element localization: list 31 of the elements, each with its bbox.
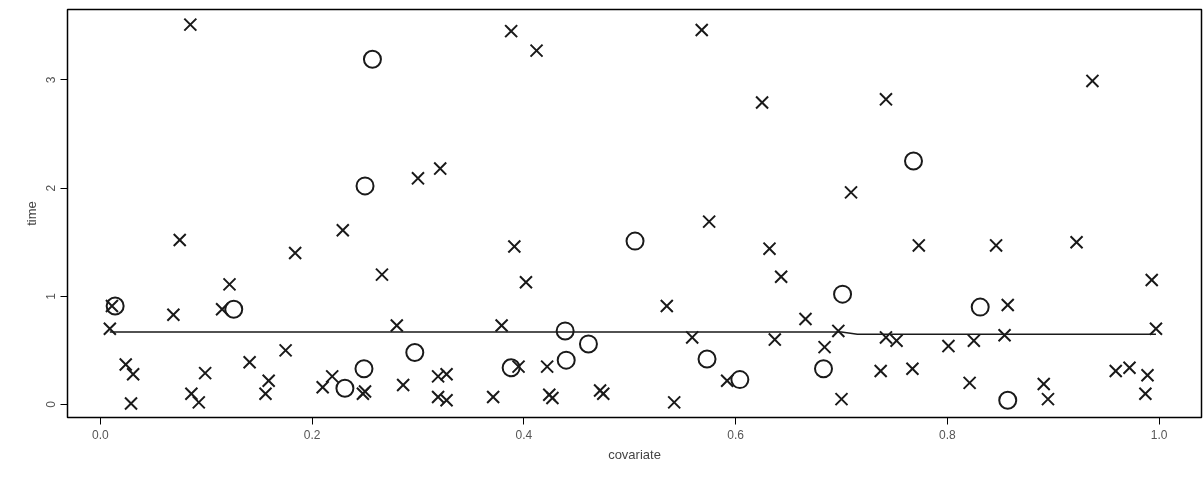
point xyxy=(730,370,750,390)
point xyxy=(625,231,645,251)
point xyxy=(998,390,1018,410)
x-tick-label: 0.0 xyxy=(91,427,109,442)
point xyxy=(335,378,355,398)
point xyxy=(904,151,923,171)
x-tick-label: 0.8 xyxy=(939,427,957,442)
x-axis-title: covariate xyxy=(608,446,661,462)
x-tick-label: 0.6 xyxy=(727,427,745,442)
point xyxy=(105,296,125,316)
y-tick-label: 1 xyxy=(44,292,59,300)
x-tick-label: 0.4 xyxy=(515,427,533,442)
x-tick-label: 0.2 xyxy=(303,427,321,442)
point xyxy=(833,284,853,304)
point xyxy=(555,321,575,341)
point xyxy=(354,359,374,379)
point xyxy=(224,299,244,319)
point xyxy=(814,359,833,379)
point xyxy=(556,350,576,370)
point xyxy=(501,358,521,378)
point xyxy=(355,176,375,196)
y-tick-label: 2 xyxy=(44,184,59,192)
point xyxy=(362,49,382,69)
point xyxy=(697,349,717,369)
y-tick-label: 0 xyxy=(44,400,59,408)
y-axis-title: time xyxy=(23,201,39,226)
point xyxy=(578,334,598,354)
point xyxy=(970,297,990,317)
y-tick-label: 3 xyxy=(44,76,59,84)
point xyxy=(405,343,425,363)
x-tick-label: 1.0 xyxy=(1150,427,1168,442)
